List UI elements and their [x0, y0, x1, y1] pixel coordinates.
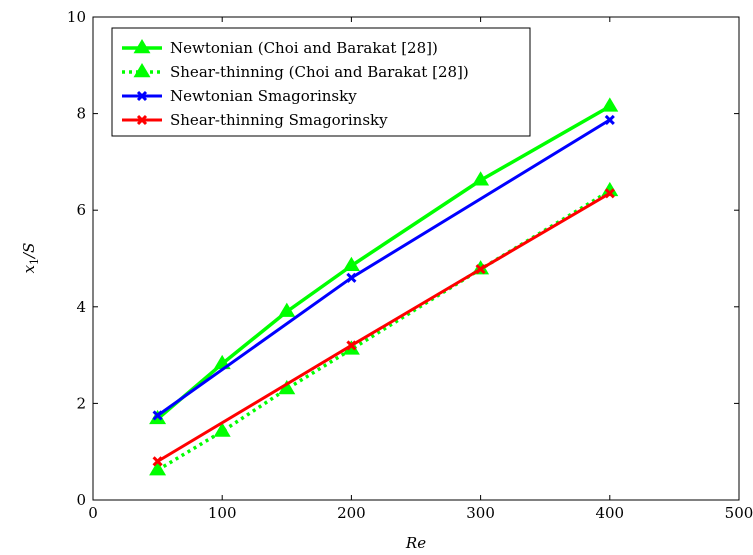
legend-marker: [136, 114, 148, 126]
series-2: [152, 114, 615, 421]
series-line: [156, 192, 611, 463]
y-tick-label: 0: [76, 491, 86, 509]
legend-entry: Shear-thinning Smagorinsky: [122, 111, 388, 129]
marker-stroke: [152, 410, 163, 421]
x-tick-label: 0: [88, 504, 98, 522]
legend-entry: Shear-thinning (Choi and Barakat [28]): [122, 63, 469, 81]
marker-stroke: [136, 90, 148, 102]
x-axis-title: Re: [405, 534, 426, 552]
legend-label: Shear-thinning (Choi and Barakat [28]): [170, 63, 469, 81]
series-0: [149, 97, 619, 425]
data-point: [604, 114, 615, 125]
data-point: [604, 188, 615, 199]
legend-marker: [136, 90, 148, 102]
data-point: [472, 171, 490, 186]
data-point: [342, 256, 360, 272]
marker-stroke: [136, 114, 148, 126]
x-tick-label: 200: [337, 504, 366, 522]
marker-stroke: [604, 114, 615, 125]
legend-label: Newtonian (Choi and Barakat [28]): [170, 39, 438, 57]
data-point: [149, 461, 167, 476]
y-axis-title-main: x: [20, 264, 38, 273]
plot-area: 0 100 200 300 400 500 0 2 4 6 8 10: [67, 8, 753, 522]
y-tick-label: 6: [76, 201, 86, 219]
y-tick-label: 10: [67, 8, 86, 26]
legend-marker: [133, 63, 151, 78]
y-axis-title: x1/S: [20, 243, 41, 274]
data-point: [213, 422, 231, 437]
legend-label: Newtonian Smagorinsky: [170, 87, 357, 105]
x-tick-label: 400: [595, 504, 624, 522]
legend-entry: Newtonian (Choi and Barakat [28]): [122, 39, 438, 57]
marker-stroke: [604, 188, 615, 199]
y-tick-label: 4: [76, 298, 86, 316]
marker-stroke: [346, 340, 357, 351]
marker-stroke: [475, 264, 486, 275]
legend-box: [111, 27, 531, 137]
x-tick-label: 300: [466, 504, 495, 522]
y-axis-title-suffix: /S: [20, 243, 38, 260]
y-tick-label: 8: [76, 105, 86, 123]
x-tick-label: 100: [208, 504, 237, 522]
y-tick-label: 2: [76, 394, 86, 412]
legend-label: Shear-thinning Smagorinsky: [170, 111, 388, 129]
data-point: [601, 97, 619, 112]
y-axis-title-sub: 1: [28, 258, 41, 265]
data-point: [346, 340, 357, 351]
marker-stroke: [346, 272, 357, 283]
legend-entry: Newtonian Smagorinsky: [122, 87, 357, 105]
data-point: [475, 264, 486, 275]
series-line: [156, 104, 611, 421]
series-line: [156, 189, 611, 472]
series-3: [152, 188, 615, 467]
data-point: [278, 302, 296, 317]
axes-frame: [92, 16, 740, 501]
legend-marker: [133, 39, 151, 54]
x-tick-label: 500: [725, 504, 753, 522]
series-1: [149, 181, 619, 476]
marker-stroke: [152, 456, 163, 467]
data-point: [152, 410, 163, 421]
series-line: [156, 118, 611, 417]
data-point: [152, 456, 163, 467]
data-point: [346, 272, 357, 283]
legend: Newtonian (Choi and Barakat [28]) Shear-t…: [111, 27, 531, 137]
